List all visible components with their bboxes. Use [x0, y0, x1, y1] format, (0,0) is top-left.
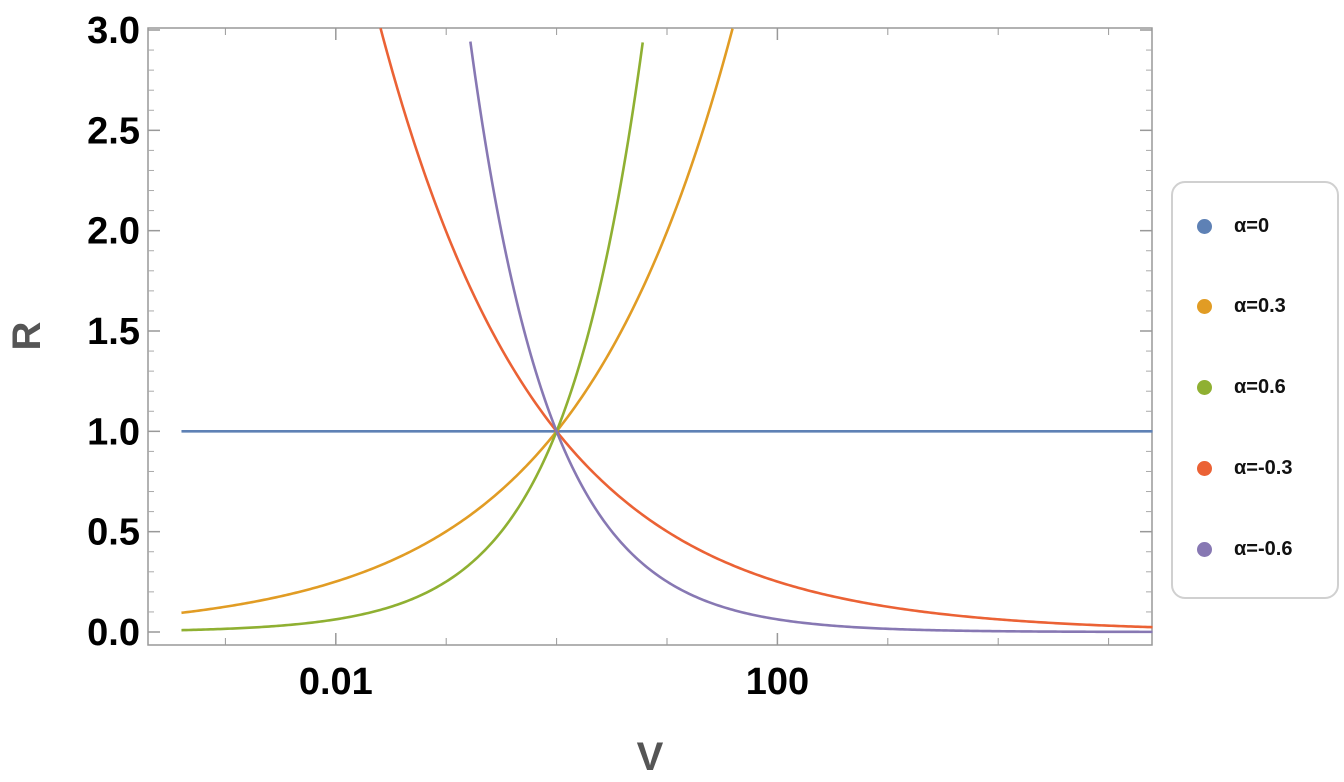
series-line-3	[379, 27, 1153, 629]
series-line-1	[181, 28, 734, 615]
y-tick-label: 1.0	[87, 411, 140, 453]
x-tick-label: 100	[746, 661, 809, 703]
x-axis-ticks: 0.01 100	[224, 28, 1110, 703]
legend-label: α=-0.6	[1234, 537, 1293, 560]
legend-swatch	[1197, 218, 1212, 234]
legend-item: α=-0.3	[1197, 453, 1292, 483]
legend-item: α=0	[1197, 211, 1269, 241]
y-tick-label: 3.0	[87, 10, 140, 52]
legend-label: α=0	[1234, 214, 1270, 237]
series-line-2	[181, 42, 645, 632]
legend-label: α=0.6	[1234, 375, 1286, 398]
series-lines	[181, 27, 1153, 634]
y-tick-label: 2.5	[87, 110, 140, 152]
legend-swatch	[1197, 460, 1212, 476]
legend-swatch	[1197, 298, 1212, 314]
legend-label: α=-0.3	[1234, 456, 1293, 479]
y-tick-label: 2.0	[87, 211, 140, 253]
plot-frame	[147, 27, 1153, 646]
y-tick-label: 0.0	[87, 612, 140, 654]
legend-label: α=0.3	[1234, 294, 1286, 317]
legend-swatch	[1197, 379, 1212, 395]
legend-item: α=0.3	[1197, 291, 1286, 321]
y-tick-label: 0.5	[87, 512, 140, 554]
legend-item: α=-0.6	[1197, 534, 1292, 564]
y-tick-label: 1.5	[87, 311, 140, 353]
y-axis-title: R	[5, 321, 49, 350]
y-minor-ticks	[148, 49, 1152, 613]
legend-swatch	[1197, 541, 1212, 557]
x-tick-label: 0.01	[299, 661, 373, 703]
legend: α=0 α=0.3 α=0.6 α=-0.3 α=-0.6	[1171, 181, 1339, 599]
legend-item: α=0.6	[1197, 372, 1286, 402]
series-line-4	[469, 41, 1153, 634]
y-axis-ticks: 0.0 0.5 1.0 1.5 2.0 2.5 3.0	[87, 10, 1152, 654]
x-axis-title: V	[637, 735, 664, 779]
